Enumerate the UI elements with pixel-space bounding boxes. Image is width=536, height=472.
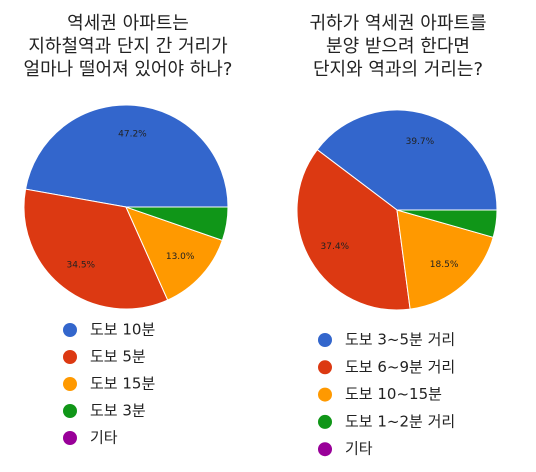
legend-label: 도보 5분 (90, 348, 146, 366)
pie-slice (316, 109, 498, 211)
legend-marker (63, 323, 77, 337)
value-label: 39.7% (406, 137, 435, 147)
legend-label: 도보 6~9분 거리 (345, 358, 455, 376)
pie-slice (23, 188, 169, 310)
legend-marker (318, 387, 332, 402)
chart-title: 얼마나 떨어져 있어야 하나? (24, 59, 233, 80)
pie-slice (396, 209, 498, 238)
chart-title: 지하철역과 단지 간 거리가 (28, 36, 227, 57)
legend-label: 기타 (90, 429, 118, 447)
value-label: 18.5% (430, 260, 459, 270)
legend-marker (318, 414, 332, 429)
legend-label: 도보 3분 (90, 402, 146, 420)
legend-marker (63, 350, 77, 364)
legend-marker (318, 442, 332, 457)
legend-label: 도보 1~2분 거리 (345, 412, 455, 430)
chart-title: 귀하가 역세권 아파트를 (309, 13, 486, 34)
pie-slice (296, 149, 411, 311)
chart-title: 역세권 아파트는 (67, 13, 189, 34)
pie-slice (125, 206, 224, 301)
legend-label: 도보 10분 (90, 321, 155, 339)
value-label: 34.5% (67, 260, 96, 270)
value-label: 47.2% (118, 129, 147, 139)
pie-slice (396, 209, 494, 310)
pie-slice (125, 206, 229, 241)
chart-title: 단지와 역과의 거리는? (313, 59, 483, 80)
legend-label: 도보 3~5분 거리 (345, 331, 455, 349)
legend-label: 도보 15분 (90, 375, 155, 393)
value-label: 37.4% (321, 242, 350, 252)
legend-marker (63, 377, 77, 391)
legend-label: 도보 10~15분 (345, 385, 442, 403)
legend-marker (318, 360, 332, 375)
legend-label: 기타 (345, 440, 373, 458)
legend-marker (318, 333, 332, 347)
chart-title: 분양 받으려 한다면 (326, 36, 470, 57)
legend-marker (63, 431, 77, 445)
value-label: 13.0% (166, 252, 195, 262)
legend-marker (63, 404, 77, 418)
pie-slice (24, 104, 229, 208)
